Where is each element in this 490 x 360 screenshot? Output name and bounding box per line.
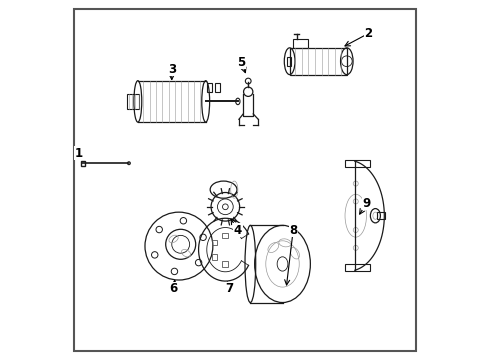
Bar bbox=[215, 83, 220, 93]
Bar bbox=[287, 57, 292, 66]
Bar bbox=[222, 233, 228, 238]
Bar bbox=[377, 212, 385, 219]
Bar bbox=[345, 160, 370, 167]
Text: 4: 4 bbox=[234, 224, 242, 237]
Text: 6: 6 bbox=[170, 283, 178, 296]
Bar bbox=[222, 261, 228, 267]
Text: 3: 3 bbox=[168, 63, 176, 76]
Text: 5: 5 bbox=[237, 55, 245, 69]
Bar bbox=[207, 83, 213, 93]
Text: 7: 7 bbox=[225, 283, 233, 296]
Bar bbox=[290, 48, 347, 75]
Bar bbox=[212, 240, 218, 246]
Bar bbox=[127, 94, 139, 109]
Text: 1: 1 bbox=[75, 147, 83, 160]
Bar bbox=[81, 161, 85, 166]
Bar bbox=[293, 39, 308, 48]
Text: 8: 8 bbox=[289, 224, 297, 237]
Text: 9: 9 bbox=[362, 197, 370, 210]
Text: 2: 2 bbox=[364, 27, 372, 40]
Bar bbox=[212, 254, 218, 260]
Bar bbox=[345, 264, 370, 271]
